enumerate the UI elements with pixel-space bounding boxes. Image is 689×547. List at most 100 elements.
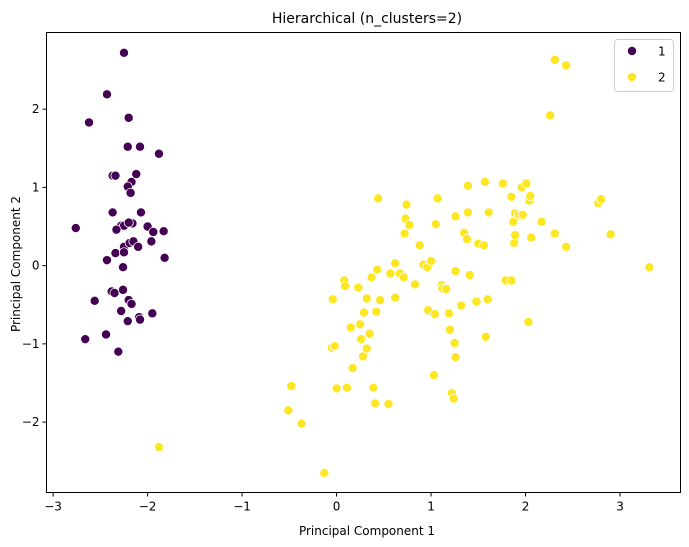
data-point-cluster-2 — [525, 190, 536, 201]
data-point-cluster-2 — [286, 381, 297, 392]
data-point-cluster-2 — [409, 279, 420, 290]
data-point-cluster-1 — [101, 329, 112, 340]
data-point-cluster-2 — [561, 241, 572, 252]
data-point-cluster-1 — [126, 298, 137, 309]
data-point-cluster-1 — [123, 217, 134, 228]
data-point-cluster-2 — [450, 266, 461, 277]
data-point-cluster-2 — [549, 54, 560, 65]
y-tick-label: 1 — [32, 180, 40, 194]
data-point-cluster-1 — [110, 170, 121, 181]
legend-label-2: 2 — [658, 71, 666, 85]
x-tick-label: −3 — [44, 500, 62, 514]
x-axis-ticks: −3 −2 −1 0 1 2 3 — [44, 492, 624, 514]
x-tick-label: 0 — [333, 500, 341, 514]
legend-label-1: 1 — [658, 45, 666, 59]
data-point-cluster-2 — [461, 234, 472, 245]
x-axis-label: Principal Component 1 — [299, 524, 435, 538]
data-point-cluster-2 — [361, 293, 372, 304]
data-point-cluster-2 — [329, 341, 340, 352]
data-point-cluster-2 — [353, 282, 364, 293]
data-point-cluster-2 — [549, 228, 560, 239]
data-point-cluster-1 — [148, 226, 159, 237]
legend-marker-1 — [627, 46, 638, 57]
data-point-cluster-2 — [296, 418, 307, 429]
data-point-cluster-1 — [135, 314, 146, 325]
data-point-cluster-2 — [483, 207, 494, 218]
data-point-cluster-2 — [545, 110, 556, 121]
data-point-cluster-2 — [375, 295, 386, 306]
data-point-cluster-2 — [450, 211, 461, 222]
data-point-cluster-1 — [118, 262, 129, 273]
data-point-cluster-1 — [147, 308, 158, 319]
data-point-cluster-2 — [428, 370, 439, 381]
data-point-cluster-2 — [523, 316, 534, 327]
data-point-cluster-2 — [517, 209, 528, 220]
data-point-cluster-2 — [414, 240, 425, 251]
series-1 — [70, 47, 170, 357]
data-point-cluster-1 — [122, 141, 133, 152]
data-point-cluster-2 — [398, 272, 409, 283]
data-point-cluster-1 — [146, 236, 157, 247]
y-tick-label: 0 — [32, 259, 40, 273]
data-point-cluster-2 — [356, 334, 367, 345]
data-point-cluster-2 — [605, 229, 616, 240]
y-tick-label: −1 — [22, 337, 40, 351]
data-point-cluster-2 — [358, 307, 369, 318]
data-point-cluster-2 — [432, 193, 443, 204]
data-point-cluster-1 — [135, 141, 146, 152]
x-tick-label: 2 — [522, 500, 530, 514]
data-point-cluster-2 — [383, 399, 394, 410]
data-point-cluster-1 — [107, 207, 118, 218]
data-point-cluster-2 — [399, 228, 410, 239]
data-point-cluster-1 — [123, 112, 134, 123]
data-point-cluster-2 — [364, 328, 375, 339]
data-point-cluster-2 — [596, 194, 607, 205]
data-point-cluster-2 — [444, 308, 455, 319]
data-point-cluster-1 — [101, 89, 112, 100]
data-point-cluster-1 — [80, 334, 91, 345]
y-axis-label: Principal Component 2 — [9, 196, 23, 332]
data-point-cluster-2 — [482, 294, 493, 305]
x-tick-label: 3 — [616, 500, 624, 514]
data-point-cluster-1 — [89, 295, 100, 306]
data-point-cluster-1 — [158, 226, 169, 237]
data-point-cluster-1 — [122, 316, 133, 327]
data-point-cluster-2 — [444, 324, 455, 335]
data-point-cluster-1 — [109, 288, 120, 299]
x-tick-label: −2 — [139, 500, 157, 514]
data-point-cluster-1 — [111, 224, 122, 235]
data-point-cluster-2 — [506, 275, 517, 286]
data-point-cluster-2 — [644, 262, 655, 273]
data-point-cluster-2 — [327, 294, 338, 305]
data-point-cluster-2 — [510, 230, 521, 241]
data-point-cluster-2 — [373, 193, 384, 204]
y-tick-label: −2 — [22, 415, 40, 429]
data-point-cluster-1 — [133, 241, 144, 252]
data-point-cluster-1 — [84, 117, 95, 128]
plot-area — [70, 47, 655, 478]
data-point-cluster-2 — [462, 180, 473, 191]
data-point-cluster-2 — [390, 292, 401, 303]
data-point-cluster-1 — [70, 223, 81, 234]
data-point-cluster-1 — [118, 284, 129, 295]
data-point-cluster-2 — [506, 191, 517, 202]
data-point-cluster-2 — [450, 352, 461, 363]
data-point-cluster-2 — [449, 338, 460, 349]
data-point-cluster-1 — [131, 169, 142, 180]
data-point-cluster-2 — [478, 240, 489, 251]
data-point-cluster-2 — [462, 207, 473, 218]
data-point-cluster-2 — [429, 309, 440, 320]
series-2 — [153, 54, 655, 478]
data-point-cluster-1 — [110, 248, 121, 259]
data-point-cluster-2 — [464, 270, 475, 281]
legend: 1 2 — [614, 39, 674, 92]
y-axis-ticks: −2 −1 0 1 2 — [22, 102, 47, 429]
data-point-cluster-2 — [448, 393, 459, 404]
legend-marker-2 — [627, 72, 638, 83]
data-point-cluster-2 — [370, 398, 381, 409]
data-point-cluster-2 — [371, 306, 382, 317]
data-point-cluster-2 — [390, 258, 401, 269]
data-point-cluster-2 — [479, 176, 490, 187]
data-point-cluster-2 — [340, 280, 351, 291]
